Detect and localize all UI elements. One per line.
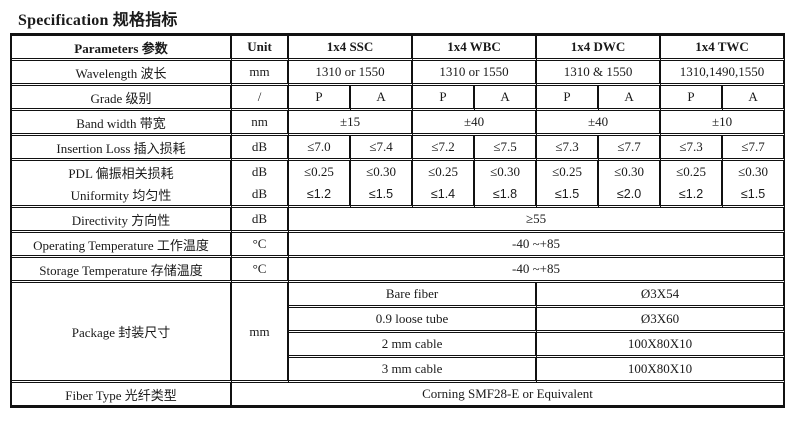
row-operating-temperature: Operating Temperature 工作温度 °C -40 ~+85	[12, 233, 786, 258]
page-title: Specification 规格指标	[18, 12, 178, 29]
header-product-dwc: 1x4 DWC	[537, 36, 662, 61]
value-cell: 1310 or 1550	[413, 61, 538, 86]
row-package-1: Package 封装尺寸 mm Bare fiber Ø3X54	[12, 283, 786, 383]
row-label: Directivity 方向性	[12, 208, 232, 233]
value-cell: ≤1.4	[413, 183, 476, 208]
value-cell: ≤0.25	[289, 161, 351, 183]
value-cell: ≤7.2	[413, 136, 476, 161]
value-cell: ≤7.5	[475, 136, 538, 161]
value-cell: ±10	[661, 111, 786, 136]
value-cell: -40 ~+85	[289, 233, 786, 258]
specification-table: Parameters 参数 Unit 1x4 SSC 1x4 WBC 1x4 D…	[10, 33, 786, 408]
header-row: Parameters 参数 Unit 1x4 SSC 1x4 WBC 1x4 D…	[12, 36, 786, 61]
value-cell: P	[661, 86, 724, 111]
unit-cell: °C	[232, 233, 289, 258]
value-cell: P	[289, 86, 351, 111]
value-cell: ≤1.8	[475, 183, 538, 208]
value-cell: ≤1.5	[351, 183, 414, 208]
header-unit: Unit	[232, 36, 289, 61]
value-cell: A	[475, 86, 538, 111]
row-grade: Grade 级别 / P A P A P A P A	[12, 86, 786, 111]
value-cell: ≤1.2	[289, 183, 351, 208]
row-uniformity: Uniformity 均匀性 dB ≤1.2 ≤1.5 ≤1.4 ≤1.8 ≤1…	[12, 183, 786, 208]
value-cell: -40 ~+85	[289, 258, 786, 283]
header-product-ssc: 1x4 SSC	[289, 36, 414, 61]
value-cell: P	[413, 86, 476, 111]
row-storage-temperature: Storage Temperature 存储温度 °C -40 ~+85	[12, 258, 786, 283]
row-pdl: PDL 偏振相关损耗 dB ≤0.25 ≤0.30 ≤0.25 ≤0.30 ≤0…	[12, 161, 786, 183]
row-label: Uniformity 均匀性	[12, 183, 232, 208]
value-cell: ±40	[537, 111, 662, 136]
value-cell: ≤0.30	[723, 161, 786, 183]
header-product-twc: 1x4 TWC	[661, 36, 786, 61]
value-cell: ≤0.30	[351, 161, 414, 183]
package-item-name: 2 mm cable	[289, 333, 538, 358]
row-bandwidth: Band width 带宽 nm ±15 ±40 ±40 ±10	[12, 111, 786, 136]
row-label: Operating Temperature 工作温度	[12, 233, 232, 258]
unit-cell: °C	[232, 258, 289, 283]
row-label: Band width 带宽	[12, 111, 232, 136]
value-cell: ≤0.25	[661, 161, 724, 183]
value-cell: ≤0.25	[537, 161, 600, 183]
row-package-2: 0.9 loose tube Ø3X60	[12, 308, 786, 333]
value-cell: ≤1.5	[723, 183, 786, 208]
unit-cell: nm	[232, 111, 289, 136]
row-label: Fiber Type 光纤类型	[12, 383, 232, 408]
row-directivity: Directivity 方向性 dB ≥55	[12, 208, 786, 233]
unit-cell: dB	[232, 208, 289, 233]
value-cell: 1310 & 1550	[537, 61, 662, 86]
row-insertion-loss: Insertion Loss 插入损耗 dB ≤7.0 ≤7.4 ≤7.2 ≤7…	[12, 136, 786, 161]
value-cell: ≤0.30	[475, 161, 538, 183]
value-cell: ≥55	[289, 208, 786, 233]
package-item-size: 100X80X10	[537, 358, 786, 383]
value-cell: ±15	[289, 111, 414, 136]
row-label: Grade 级别	[12, 86, 232, 111]
value-cell: ≤7.3	[661, 136, 724, 161]
unit-cell: dB	[232, 161, 289, 183]
unit-cell: dB	[232, 183, 289, 208]
package-item-name: 3 mm cable	[289, 358, 538, 383]
unit-cell: dB	[232, 136, 289, 161]
row-package-3: 2 mm cable 100X80X10	[12, 333, 786, 358]
row-label: Storage Temperature 存储温度	[12, 258, 232, 283]
package-item-name: 0.9 loose tube	[289, 308, 538, 333]
unit-cell: /	[232, 86, 289, 111]
value-cell: ≤1.2	[661, 183, 724, 208]
value-cell: P	[537, 86, 600, 111]
row-wavelength: Wavelength 波长 mm 1310 or 1550 1310 or 15…	[12, 61, 786, 86]
value-cell: A	[351, 86, 414, 111]
package-item-size: Ø3X60	[537, 308, 786, 333]
value-cell: ±40	[413, 111, 538, 136]
value-cell: ≤7.7	[599, 136, 662, 161]
value-cell: ≤7.3	[537, 136, 600, 161]
value-cell: 1310 or 1550	[289, 61, 414, 86]
row-label: Wavelength 波长	[12, 61, 232, 86]
row-label: Package 封装尺寸	[12, 283, 232, 383]
row-label: PDL 偏振相关损耗	[12, 161, 232, 183]
value-cell: ≤7.4	[351, 136, 414, 161]
package-item-size: Ø3X54	[537, 283, 786, 308]
package-item-name: Bare fiber	[289, 283, 538, 308]
unit-cell: mm	[232, 61, 289, 86]
row-label: Insertion Loss 插入损耗	[12, 136, 232, 161]
header-parameters: Parameters 参数	[12, 36, 232, 61]
row-fiber-type: Fiber Type 光纤类型 Corning SMF28-E or Equiv…	[12, 383, 786, 408]
header-product-wbc: 1x4 WBC	[413, 36, 538, 61]
value-cell: ≤7.7	[723, 136, 786, 161]
unit-cell: mm	[232, 283, 289, 383]
value-cell: ≤1.5	[537, 183, 600, 208]
package-item-size: 100X80X10	[537, 333, 786, 358]
value-cell: ≤2.0	[599, 183, 662, 208]
value-cell: ≤7.0	[289, 136, 351, 161]
value-cell: A	[723, 86, 786, 111]
row-package-4: 3 mm cable 100X80X10	[12, 358, 786, 383]
value-cell: ≤0.25	[413, 161, 476, 183]
value-cell: ≤0.30	[599, 161, 662, 183]
value-cell: 1310,1490,1550	[661, 61, 786, 86]
value-cell: Corning SMF28-E or Equivalent	[232, 383, 786, 408]
value-cell: A	[599, 86, 662, 111]
